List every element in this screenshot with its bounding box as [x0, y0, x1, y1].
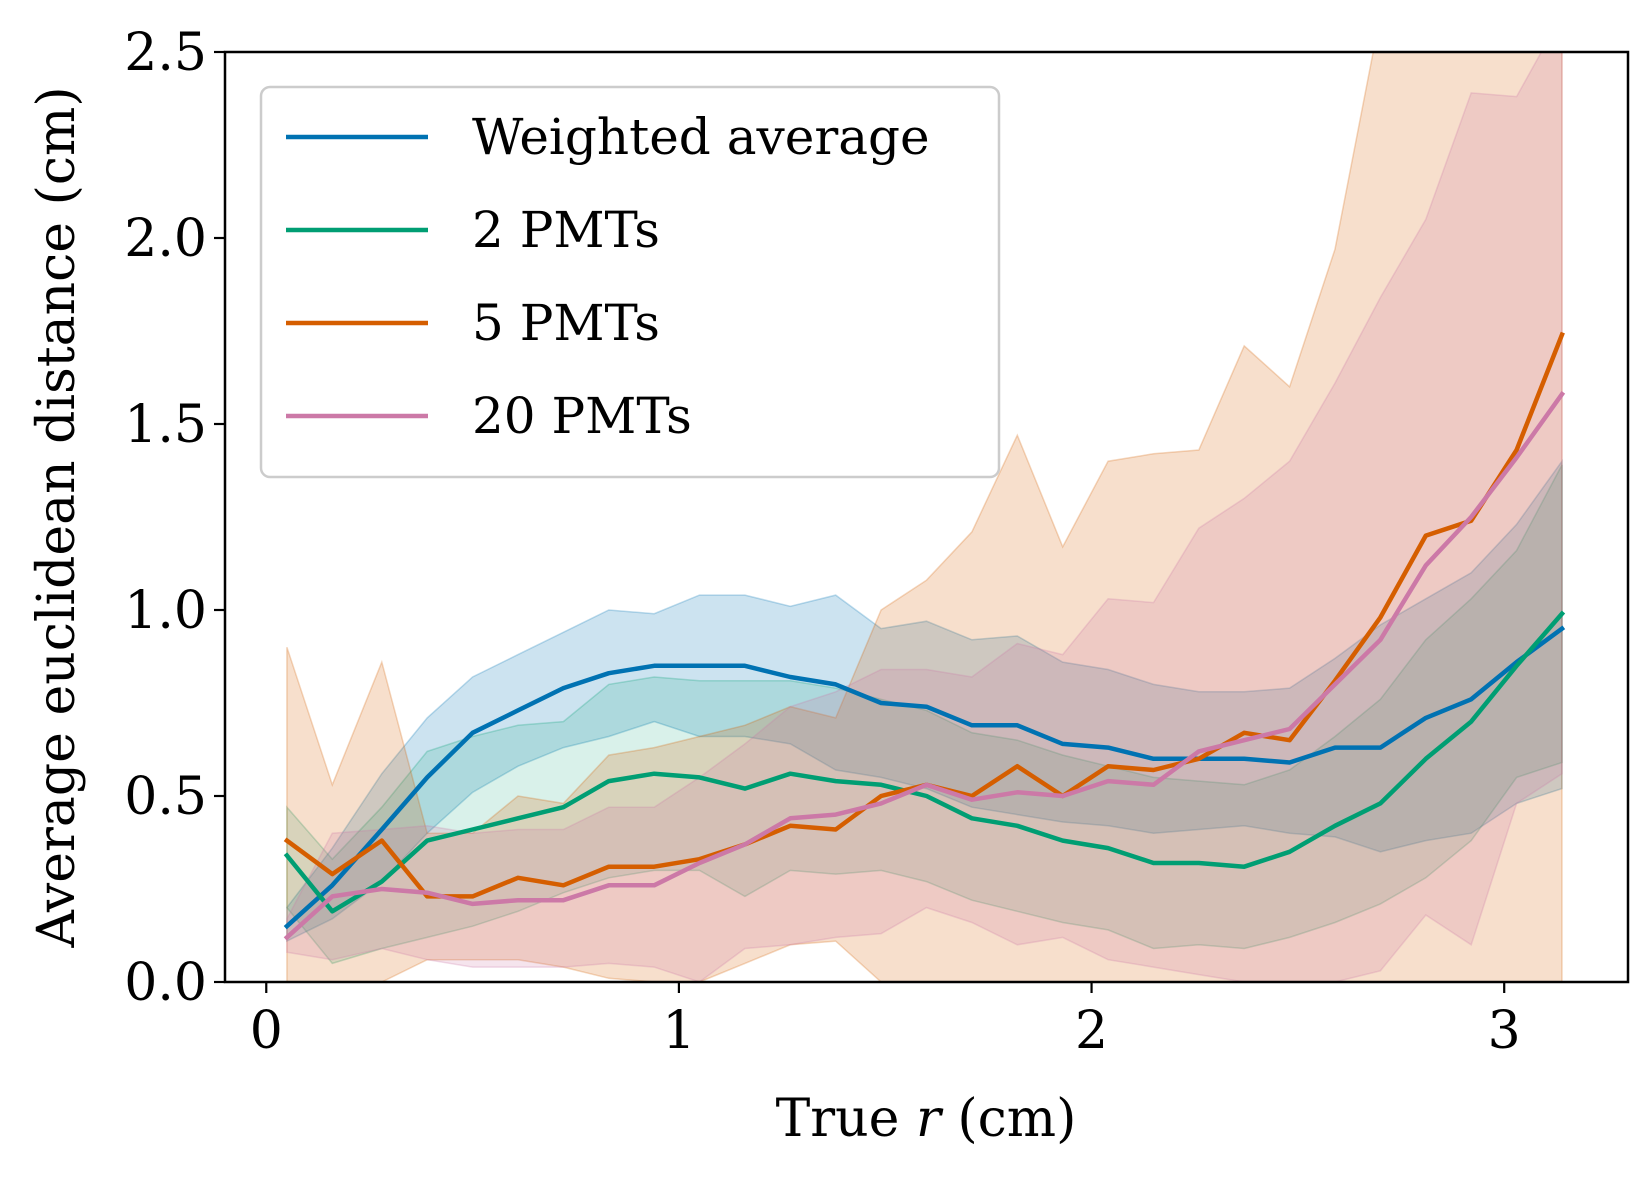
x-axis-label: True r (cm): [776, 1089, 1077, 1149]
x-tick-label: 2: [1075, 1001, 1108, 1061]
y-tick-label: 1.5: [124, 395, 207, 455]
x-tick-label: 0: [250, 1001, 283, 1061]
x-tick-label: 3: [1488, 1001, 1521, 1061]
line-20-pmts: [283, 391, 1566, 941]
legend: Weighted average 2 PMTs 5 PMTs 20 PMTs: [259, 85, 1001, 479]
confidence-bands: [286, 52, 1563, 982]
x-axis-label-suffix: (cm): [941, 1089, 1077, 1149]
x-axis-label-variable: r: [916, 1089, 944, 1149]
plot-frame: [223, 50, 1630, 984]
band-20-pmts: [286, 52, 1563, 982]
y-tick-label: 2.0: [124, 209, 207, 269]
legend-label-2-pmts: 2 PMTs: [472, 201, 660, 259]
y-axis-ticks: 0.0 0.5 1.0 1.5 2.0 2.5: [124, 23, 225, 1013]
legend-label-weighted-average: Weighted average: [472, 108, 930, 166]
y-tick-label: 0.0: [124, 953, 207, 1013]
band-5-pmts: [286, 52, 1563, 982]
y-tick-label: 2.5: [124, 23, 207, 83]
x-axis-ticks: 0 1 2 3: [250, 982, 1521, 1061]
line-2-pmts: [283, 610, 1566, 914]
y-tick-label: 0.5: [124, 767, 207, 827]
legend-frame: [259, 85, 1001, 479]
line-weighted-average: [283, 625, 1566, 930]
y-tick-label: 1.0: [124, 581, 207, 641]
band-weighted-average: [286, 458, 1563, 943]
x-tick-label: 1: [662, 1001, 695, 1061]
y-axis-label: Average euclidean distance (cm): [27, 86, 87, 948]
series-lines: [283, 331, 1566, 941]
legend-label-5-pmts: 5 PMTs: [472, 294, 660, 352]
legend-label-20-pmts: 20 PMTs: [472, 387, 692, 445]
x-axis-label-prefix: True: [776, 1089, 916, 1149]
